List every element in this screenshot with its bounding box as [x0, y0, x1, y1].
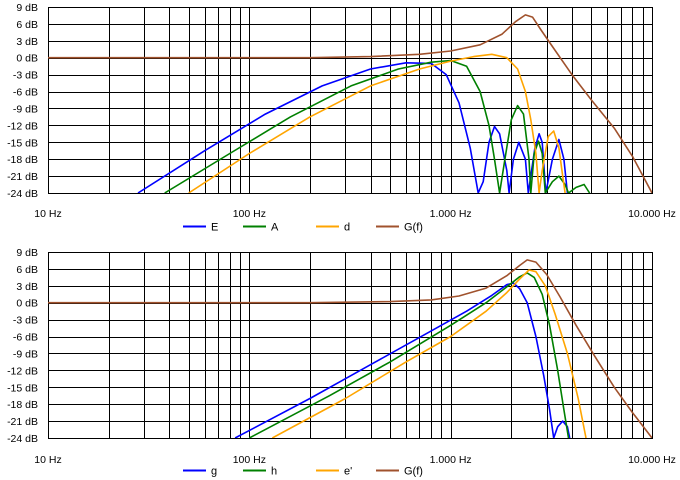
- y-tick-label: 0 dB: [16, 53, 38, 65]
- y-tick-label: 9 dB: [16, 2, 38, 14]
- y-tick-label: -18 dB: [7, 399, 38, 411]
- y-tick-label: -21 dB: [7, 171, 38, 183]
- legend-label: e': [344, 466, 352, 478]
- y-tick-label: 3 dB: [16, 281, 38, 293]
- plot-frame: [48, 252, 653, 439]
- x-tick-label: 10.000 Hz: [628, 454, 676, 466]
- y-tick-label: 6 dB: [16, 19, 38, 31]
- series-line-G(f): [48, 259, 652, 438]
- y-tick-label: -12 dB: [7, 120, 38, 132]
- legend-label: h: [271, 466, 277, 478]
- series-line-g: [234, 282, 571, 438]
- series-line-d: [188, 53, 566, 193]
- y-tick-label: -9 dB: [13, 103, 38, 115]
- x-tick-label: 1.000 Hz: [430, 208, 472, 220]
- x-tick-label: 1.000 Hz: [430, 454, 472, 466]
- grid: [48, 252, 652, 439]
- legend-label: E: [211, 222, 218, 234]
- x-tick-label: 10.000 Hz: [628, 208, 676, 220]
- chart-1: 9 dB 6 dB 3 dB 0 dB -3 dB -6 dB -9 dB -12 dB -15…: [7, 2, 676, 234]
- x-tick-label: 10 Hz: [34, 454, 61, 466]
- x-tick-label: 100 Hz: [233, 454, 266, 466]
- legend-label: g: [211, 466, 217, 478]
- y-tick-label: -9 dB: [13, 348, 38, 360]
- y-tick-label: -6 dB: [13, 87, 38, 99]
- x-tick-label: 100 Hz: [233, 208, 266, 220]
- legend-label: G(f): [404, 466, 423, 478]
- series-line-e': [271, 269, 587, 438]
- y-tick-label: -24 dB: [7, 188, 38, 200]
- y-tick-label: 3 dB: [16, 36, 38, 48]
- series-line-h: [248, 272, 570, 438]
- y-tick-label: -21 dB: [7, 416, 38, 428]
- y-tick-label: -18 dB: [7, 154, 38, 166]
- series-line-G(f): [48, 14, 652, 193]
- y-tick-label: 9 dB: [16, 247, 38, 259]
- y-tick-label: -24 dB: [7, 433, 38, 445]
- legend-label: G(f): [404, 222, 423, 234]
- y-tick-label: -15 dB: [7, 382, 38, 394]
- y-tick-label: -6 dB: [13, 332, 38, 344]
- y-tick-label: 0 dB: [16, 298, 38, 310]
- legend-label: d: [344, 222, 350, 234]
- y-tick-label: -15 dB: [7, 137, 38, 149]
- y-tick-label: -3 dB: [13, 315, 38, 327]
- series-line-A: [164, 59, 591, 193]
- y-tick-label: -12 dB: [7, 365, 38, 377]
- x-tick-label: 10 Hz: [34, 208, 61, 220]
- series-group: [48, 259, 652, 438]
- y-tick-label: 6 dB: [16, 264, 38, 276]
- plot-frame: [48, 7, 653, 194]
- y-tick-label: -3 dB: [13, 70, 38, 82]
- chart-2: 9 dB 6 dB 3 dB 0 dB -3 dB -6 dB -9 dB -12 dB -15…: [7, 247, 676, 478]
- series-group: [48, 14, 652, 193]
- legend-label: A: [271, 222, 279, 234]
